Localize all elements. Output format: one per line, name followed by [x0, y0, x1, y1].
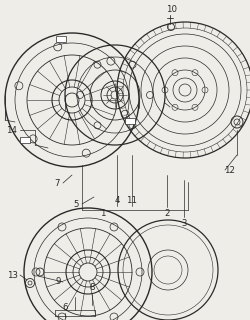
Text: 6: 6: [62, 303, 68, 313]
Text: 3: 3: [180, 219, 186, 228]
Text: 7: 7: [54, 179, 60, 188]
Text: 1: 1: [100, 209, 105, 218]
FancyBboxPatch shape: [20, 137, 30, 143]
Text: 10: 10: [166, 4, 177, 13]
Text: 13: 13: [8, 270, 18, 279]
Text: 12: 12: [224, 165, 234, 174]
FancyBboxPatch shape: [56, 36, 66, 42]
Text: 9: 9: [55, 277, 60, 286]
Text: 8: 8: [89, 284, 94, 292]
FancyBboxPatch shape: [125, 118, 135, 124]
Text: 14: 14: [6, 125, 18, 134]
Text: 4: 4: [114, 196, 119, 204]
Text: 2: 2: [164, 209, 169, 218]
Text: 11: 11: [126, 196, 137, 204]
Text: 5: 5: [73, 199, 78, 209]
